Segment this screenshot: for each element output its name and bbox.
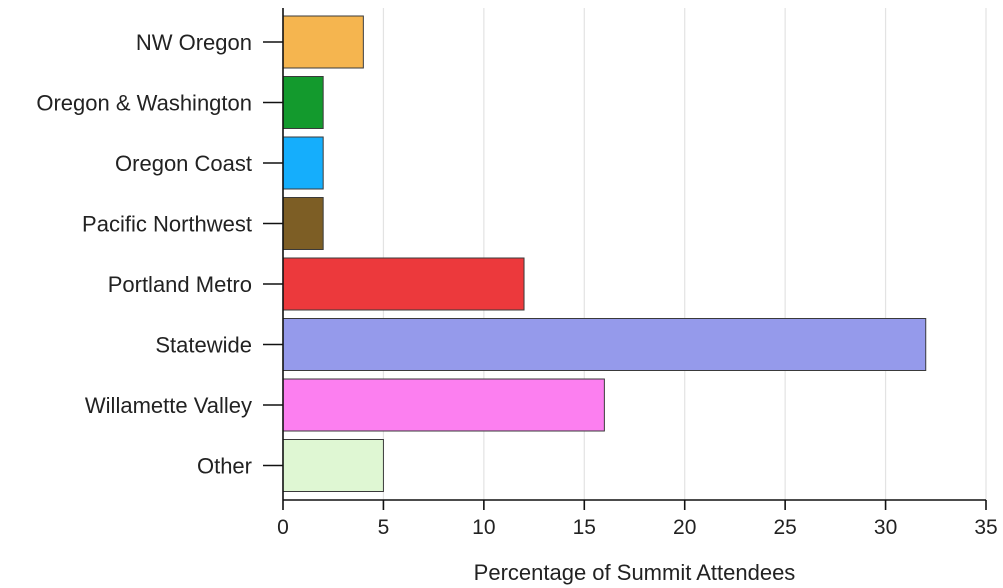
x-tick-label: 5 bbox=[378, 516, 390, 539]
x-tick-label: 15 bbox=[573, 516, 596, 539]
bar bbox=[282, 257, 525, 311]
category-label: NW Oregon bbox=[136, 30, 252, 55]
x-tick-label: 10 bbox=[472, 516, 495, 539]
x-tick-label: 25 bbox=[773, 516, 796, 539]
bar bbox=[282, 15, 364, 69]
bar bbox=[282, 439, 384, 492]
category-label: Oregon & Washington bbox=[36, 91, 252, 116]
category-label: Portland Metro bbox=[108, 272, 252, 297]
bar bbox=[282, 197, 324, 250]
bar bbox=[282, 378, 605, 432]
axes bbox=[282, 8, 986, 501]
x-tick-label: 0 bbox=[277, 516, 289, 539]
category-labels: NW Oregon Oregon & Washington Oregon Coast… bbox=[36, 30, 283, 479]
category-label: Willamette Valley bbox=[85, 393, 252, 418]
bar bbox=[282, 136, 324, 190]
bar bbox=[282, 76, 324, 129]
bars bbox=[282, 15, 927, 492]
category-label: Statewide bbox=[155, 333, 252, 358]
x-tick-labels: 0 5 10 15 20 25 30 35 bbox=[277, 500, 998, 539]
x-tick-label: 30 bbox=[874, 516, 897, 539]
category-label: Other bbox=[197, 454, 252, 479]
bar bbox=[282, 318, 927, 371]
x-tick-label: 35 bbox=[974, 516, 997, 539]
category-label: Oregon Coast bbox=[115, 151, 252, 176]
x-tick-label: 20 bbox=[673, 516, 696, 539]
x-axis-title: Percentage of Summit Attendees bbox=[474, 560, 796, 585]
category-label: Pacific Northwest bbox=[82, 212, 252, 237]
gridlines bbox=[382, 8, 987, 500]
